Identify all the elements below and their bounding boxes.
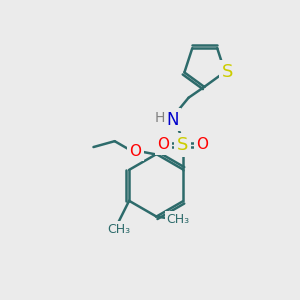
Text: O: O	[129, 144, 141, 159]
Text: O: O	[196, 137, 208, 152]
Text: H: H	[155, 111, 165, 125]
Text: S: S	[222, 63, 233, 81]
Text: O: O	[158, 137, 169, 152]
Text: CH₃: CH₃	[167, 213, 190, 226]
Text: N: N	[166, 111, 178, 129]
Text: CH₃: CH₃	[107, 223, 130, 236]
Text: S: S	[177, 136, 188, 154]
